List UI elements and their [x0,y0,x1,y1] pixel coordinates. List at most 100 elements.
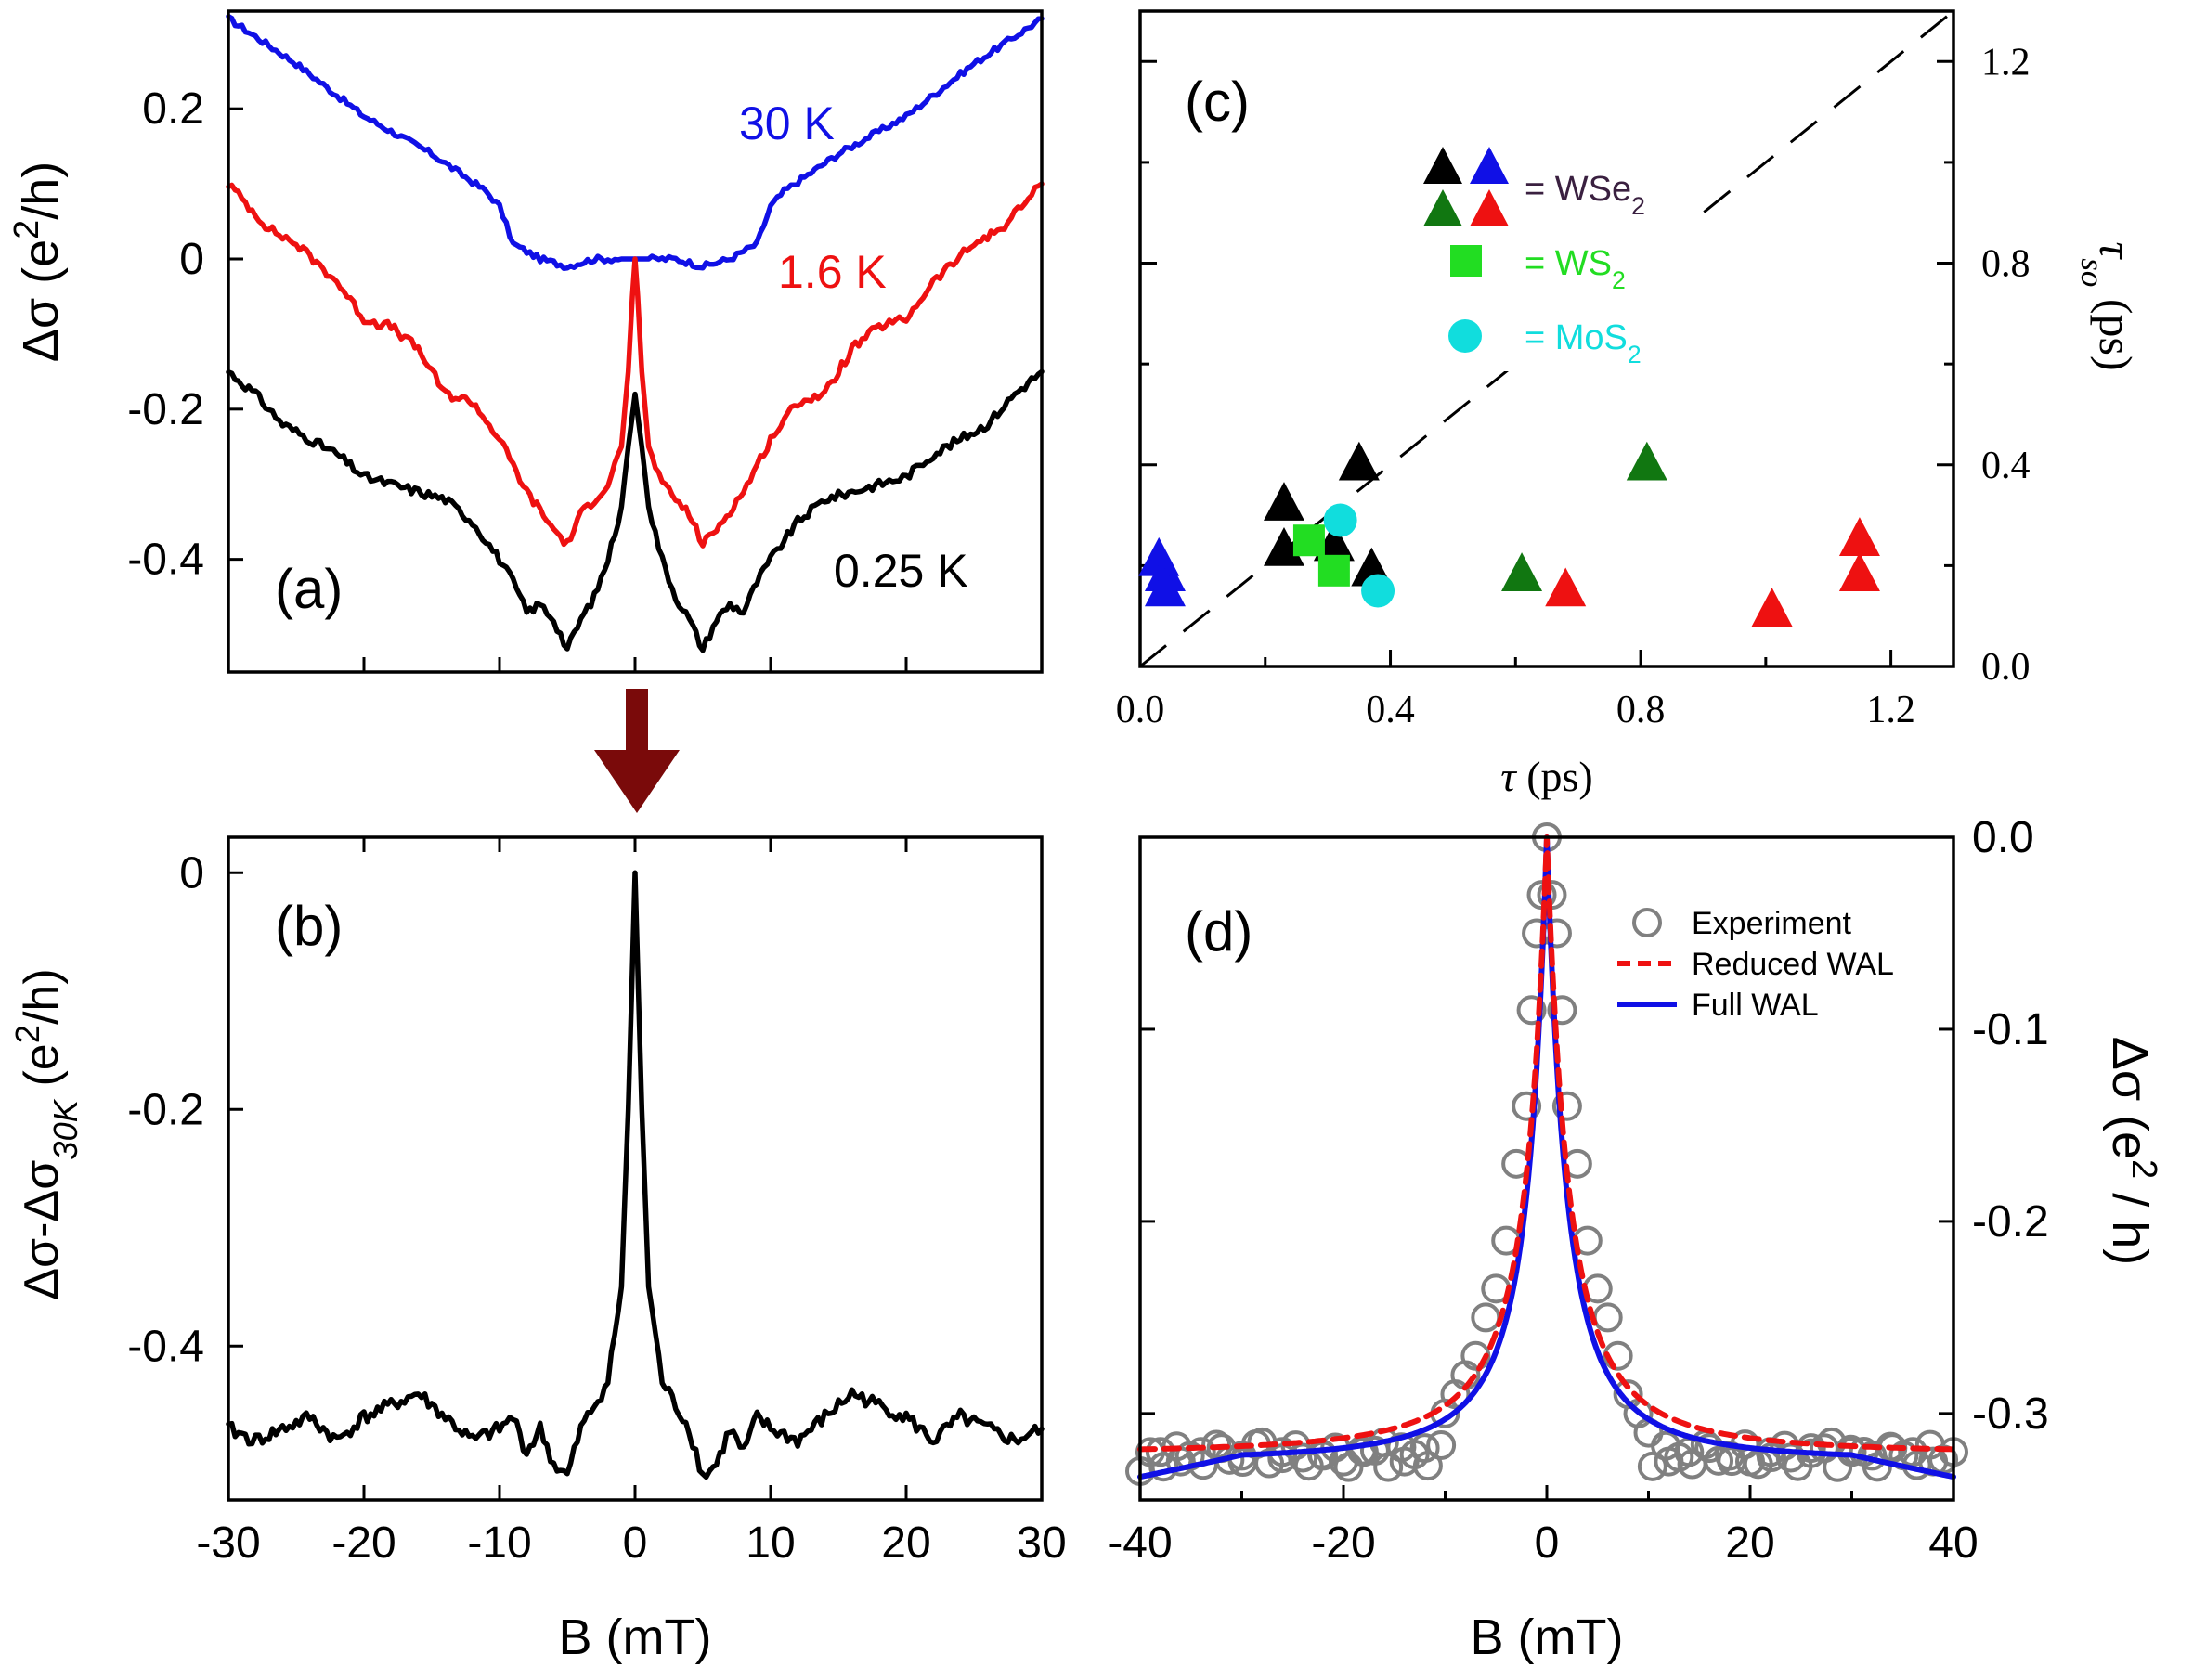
x-tick-label: 0 [623,1518,648,1568]
point-wse2-black [1263,527,1304,566]
x-tick-label: 0.4 [1366,689,1415,731]
panel-label-b: (b) [275,895,343,957]
label-0-25k: 0.25 K [834,545,968,597]
y-tick-label: 0 [179,848,204,898]
legend-marker [1470,189,1509,226]
y-tick-label: 1.2 [1981,41,2031,84]
experiment-point [1426,1429,1457,1460]
legend-marker [1450,245,1482,277]
legend-label-reduced: Reduced WAL [1692,947,1894,982]
x-tick-label: 20 [1725,1518,1774,1568]
legend-marker [1423,147,1462,184]
legend-marker [1423,189,1462,226]
y-tick-label: -0.2 [1972,1197,2049,1247]
point-wse2-red [1751,588,1793,627]
y-axis-label: Δσ-Δσ30K (e2/h) [8,968,84,1299]
y-tick-label: -0.2 [127,385,204,434]
x-tick-label: 0 [1535,1518,1560,1568]
y-axis-label: Δσ (e2 / h) [2102,1037,2163,1265]
y-tick-label: 0.4 [1981,445,2031,487]
experiment-point [1836,1434,1866,1465]
x-tick-label: -30 [196,1518,260,1568]
panel-label-c: (c) [1185,71,1250,133]
point-ws2 [1317,554,1350,587]
legend-marker [1448,319,1482,353]
y-axis-label: τso (ps) [2075,241,2143,370]
x-tick-label: 40 [1928,1518,1978,1568]
y-tick-label: -0.4 [127,1322,204,1371]
x-tick-label: -10 [467,1518,531,1568]
y-tick-label: -0.3 [1972,1389,2049,1439]
x-tick-label: -20 [1311,1518,1375,1568]
experiment-point [1512,1091,1542,1121]
point-wse2-green [1501,552,1543,591]
panel-label-a: (a) [275,558,343,620]
panel-label-d: (d) [1185,900,1252,963]
x-tick-label: 0.0 [1116,689,1165,731]
series-line-30-k [226,13,1045,272]
x-tick-label: -20 [331,1518,396,1568]
experiment-point [1592,1302,1623,1333]
point-wse2-black [1338,441,1380,481]
experiment-point [1862,1452,1892,1482]
experiment-point [1333,1452,1364,1482]
point-mos2 [1361,574,1395,608]
point-wse2-red [1838,517,1880,556]
experiment-point [1254,1448,1285,1479]
point-wse2-black [1263,482,1304,521]
experiment-point [1516,995,1547,1026]
x-axis-label: τ (ps) [1500,753,1593,800]
label-30k: 30 K [739,97,835,149]
series-line-1.6-k [226,181,1045,549]
experiment-point [1551,1091,1582,1121]
x-axis-label: B (mT) [559,1609,712,1665]
point-wse2-red [1545,567,1587,607]
x-tick-label: 30 [1017,1518,1066,1568]
x-tick-label: 10 [746,1518,795,1568]
x-axis-label: B (mT) [1471,1609,1624,1665]
y-tick-label: -0.2 [127,1085,204,1134]
point-wse2-green [1626,441,1667,481]
panel-c: 0.0 0.4 0.8 1.2 0.0 0.4 0.8 1.2 τ (ps) τso (ps) (c… [1116,9,2143,800]
point-wse2-blue [1144,567,1186,607]
series-line-difference [226,870,1045,1480]
legend-marker-experiment [1632,908,1662,937]
legend-label-ws2: = WS2 [1525,244,1626,294]
panel-d: -40 -20 0 20 40 0.0 -0.1 -0.2 -0.3 B (mT) Δσ (e2 /… [1108,813,2163,1665]
plot-frame-c [1138,9,1955,668]
experiment-point [1823,1452,1853,1482]
y-tick-label: 0.0 [1972,813,2034,862]
y-tick-label: -0.4 [127,536,204,585]
y-tick-label: 0.2 [142,84,204,134]
legend-label-experiment: Experiment [1692,906,1852,941]
label-1-6k: 1.6 K [778,246,887,298]
legend-label-wse2: = WSe2 [1525,170,1645,220]
point-ws2 [1292,524,1325,557]
point-mos2 [1323,503,1357,537]
series-line-0.25-k [226,368,1045,653]
y-tick-label: 0.0 [1981,646,2031,689]
x-tick-label: 0.8 [1616,689,1666,731]
experiment-point [1770,1430,1800,1461]
x-tick-label: 1.2 [1866,689,1915,731]
legend-label-full: Full WAL [1692,988,1819,1023]
x-tick-label: 20 [881,1518,930,1568]
y-tick-label: -0.1 [1972,1005,2049,1054]
y-tick-label: 0 [179,235,204,284]
x-tick-label: -40 [1108,1518,1172,1568]
down-arrow-icon [594,689,680,813]
panel-a: 0.2 0 -0.2 -0.4 Δσ (e2/h) 30 K 1.6 K 0.25 K (a) [7,9,1045,674]
legend-marker [1470,147,1509,184]
y-axis-label: Δσ (e2/h) [7,162,69,362]
experiment-point [1547,995,1577,1026]
legend-label-mos2: = MoS2 [1525,318,1642,368]
experiment-point [1704,1445,1734,1476]
experiment-point [1412,1451,1443,1481]
experiment-point [1373,1452,1404,1482]
experiment-point [1637,1451,1667,1481]
y-tick-label: 0.8 [1981,243,2031,286]
panel-b: -30 -20 -10 0 10 20 30 0 -0.2 -0.4 B (mT) Δσ-Δσ30K … [8,835,1067,1665]
point-wse2-red [1838,552,1880,591]
experiment-point [1471,1302,1501,1333]
